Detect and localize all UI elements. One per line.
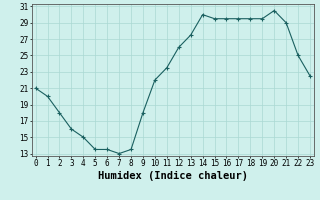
X-axis label: Humidex (Indice chaleur): Humidex (Indice chaleur) (98, 171, 248, 181)
